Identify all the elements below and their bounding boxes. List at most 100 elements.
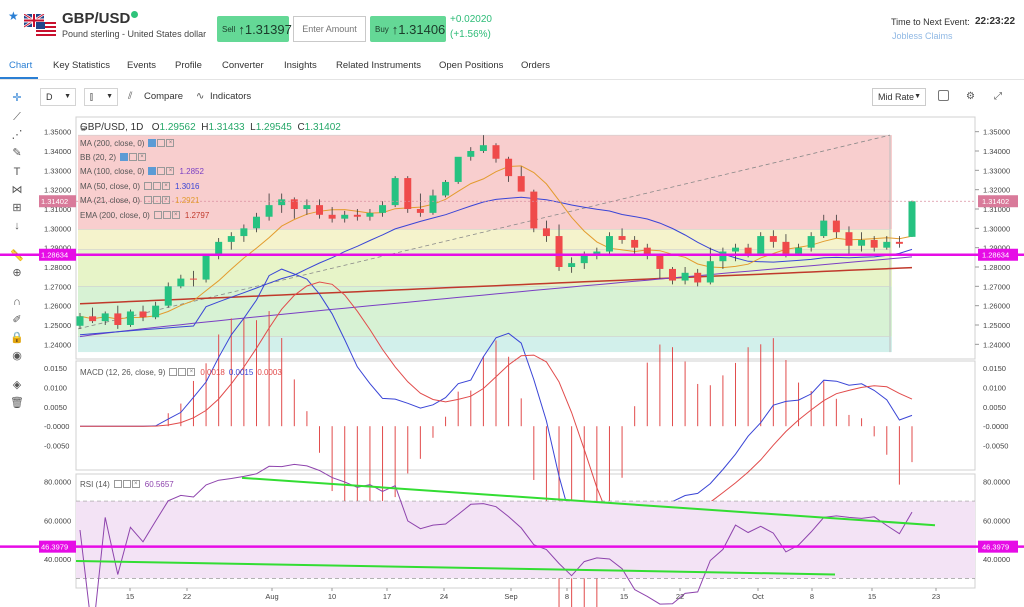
candle-down <box>542 228 550 237</box>
macd-axis-tick-left: 0.0150 <box>44 364 67 373</box>
settings-icon[interactable] <box>144 196 153 204</box>
expand-icon[interactable]: ⤢ <box>994 91 1002 102</box>
tab-open-positions[interactable]: Open Positions <box>439 60 504 71</box>
crosshair-icon[interactable]: ✛ <box>12 92 22 104</box>
tab-key-statistics[interactable]: Key Statistics <box>53 60 111 71</box>
tab-profile[interactable]: Profile <box>175 60 202 71</box>
compare-button[interactable]: Compare <box>144 91 184 102</box>
text-tool-icon[interactable]: T <box>13 166 21 178</box>
close-icon[interactable]: × <box>162 182 171 190</box>
brush-icon[interactable]: ✎ <box>12 147 22 159</box>
candle-up <box>252 216 260 229</box>
price-type-select[interactable]: Mid Rate ▼ <box>872 88 926 106</box>
candle-down <box>139 311 147 318</box>
ruler-icon[interactable]: 📏 <box>10 250 24 262</box>
candle-up <box>605 236 613 252</box>
settings-icon[interactable] <box>120 153 129 161</box>
candle-down <box>782 241 790 254</box>
arrow-down-icon[interactable]: ↓ <box>14 220 20 232</box>
settings-icon[interactable] <box>148 139 157 147</box>
interval-select[interactable]: D ▼ <box>40 88 76 106</box>
sell-button[interactable]: Sell ↑ 1.31397 <box>217 16 292 42</box>
close-icon[interactable]: × <box>138 153 147 161</box>
gear-icon[interactable]: ⚙ <box>966 91 975 102</box>
rsi-level-label-left-text: 46.3979 <box>41 543 68 552</box>
indicators-button[interactable]: Indicators <box>210 91 252 102</box>
close-icon[interactable]: × <box>162 196 171 204</box>
candle-up <box>240 228 248 237</box>
chart-type-select[interactable]: ⫿ ▼ <box>84 88 118 106</box>
tab-chart[interactable]: Chart <box>9 60 33 71</box>
rsi-axis-tick-left: 80.0000 <box>44 478 71 487</box>
collapse-legend-icon[interactable]: ⊖ <box>80 124 87 133</box>
pitchfork-icon[interactable]: ⋰ <box>11 129 23 141</box>
candle-down <box>517 176 525 192</box>
next-event-link[interactable]: Jobless Claims <box>892 31 953 41</box>
visibility-icon[interactable] <box>129 153 138 161</box>
time-axis-tick: Oct <box>752 592 765 601</box>
candle-up <box>807 236 815 248</box>
visibility-icon[interactable] <box>178 368 187 376</box>
indicator-legend-bb[interactable]: BB (20, 2) × <box>80 151 147 163</box>
visibility-icon[interactable] <box>122 480 131 488</box>
measure-icon[interactable]: ⊞ <box>12 202 22 214</box>
price-axis-tick-left: 1.34000 <box>44 147 71 156</box>
tab-insights[interactable]: Insights <box>284 60 317 71</box>
indicator-legend-ema200[interactable]: EMA (200, close, 0) × 1.2797 <box>80 210 210 220</box>
close-icon[interactable]: × <box>166 139 175 147</box>
magnet-icon[interactable]: ∩ <box>13 296 21 308</box>
lock-icon[interactable]: 🔒 <box>10 332 24 344</box>
close-icon[interactable]: × <box>166 167 175 175</box>
visibility-icon[interactable] <box>157 139 166 147</box>
sell-label: Sell <box>222 24 236 34</box>
candle-up <box>278 199 286 206</box>
visibility-icon[interactable] <box>153 196 162 204</box>
compare-icon[interactable]: ⫽ <box>128 91 133 102</box>
macd-axis-tick-left: 0.0050 <box>44 403 67 412</box>
indicator-legend-ma50[interactable]: MA (50, close, 0) × 1.3016 <box>80 181 200 191</box>
macd-axis-tick-left: 0.0100 <box>44 383 67 392</box>
instrument-header: ★ GBP/USD Pound sterling - United States… <box>0 0 1024 52</box>
price-axis-tick-left: 1.26000 <box>44 302 71 311</box>
candle-up <box>126 311 134 325</box>
settings-icon[interactable] <box>144 182 153 190</box>
settings-icon[interactable] <box>113 480 122 488</box>
pattern-icon[interactable]: ⋈ <box>11 184 23 196</box>
price-axis-tick-right: 1.30000 <box>983 224 1010 233</box>
close-icon[interactable]: × <box>171 211 180 219</box>
layers-icon[interactable]: ◈ <box>12 379 22 391</box>
close-icon[interactable]: × <box>131 480 140 488</box>
tab-events[interactable]: Events <box>127 60 157 71</box>
rsi-legend[interactable]: RSI (14) × 60.5657 <box>80 479 174 489</box>
settings-icon[interactable] <box>148 167 157 175</box>
eye-icon[interactable]: ◉ <box>12 350 22 362</box>
settings-icon[interactable] <box>169 368 178 376</box>
candle-down <box>416 209 424 213</box>
watchlist-star-icon[interactable]: ★ <box>8 9 19 23</box>
last-price-label-left <box>39 195 76 208</box>
visibility-icon[interactable] <box>162 211 171 219</box>
close-icon[interactable]: × <box>187 368 196 376</box>
settings-icon[interactable] <box>153 211 162 219</box>
indicator-legend-ma200[interactable]: MA (200, close, 0) × <box>80 137 175 149</box>
chevron-down-icon: ▼ <box>914 93 921 100</box>
zoom-in-icon[interactable]: ⊕ <box>12 267 22 279</box>
candle-down <box>353 214 361 217</box>
buy-button[interactable]: Buy ↑ 1.31406 <box>370 16 446 42</box>
macd-legend[interactable]: MACD (12, 26, close, 9) × 0.0018 0.0015 … <box>80 367 282 377</box>
trend-line-icon[interactable]: ⟋ <box>13 111 21 123</box>
amount-input[interactable] <box>293 16 366 42</box>
indicator-legend-ma21[interactable]: MA (21, close, 0) × 1.2921 <box>80 195 200 205</box>
indicators-icon[interactable]: ∿ <box>196 91 205 102</box>
tab-related-instruments[interactable]: Related Instruments <box>336 60 422 71</box>
fullscreen-window-icon[interactable] <box>938 90 949 101</box>
sell-price: 1.31397 <box>244 21 292 37</box>
lock-drawing-icon[interactable]: ✐ <box>12 314 22 326</box>
tab-orders[interactable]: Orders <box>521 60 551 71</box>
tab-converter[interactable]: Converter <box>222 60 264 71</box>
indicator-legend-ma100[interactable]: MA (100, close, 0) × 1.2852 <box>80 166 204 176</box>
visibility-icon[interactable] <box>157 167 166 175</box>
trash-icon[interactable]: 🗑 <box>10 397 24 409</box>
visibility-icon[interactable] <box>153 182 162 190</box>
